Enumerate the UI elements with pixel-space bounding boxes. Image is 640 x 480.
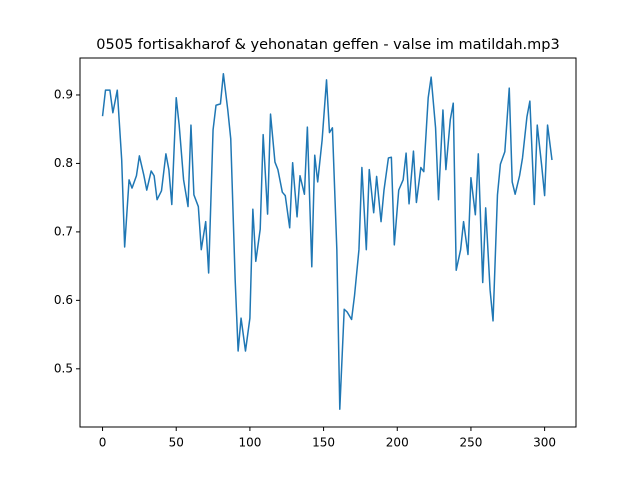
y-tick-label: 0.8: [54, 156, 73, 170]
y-tick-label: 0.9: [54, 87, 73, 101]
x-tick-label: 0: [99, 436, 107, 450]
chart-title: 0505 fortisakharof & yehonatan geffen - …: [96, 37, 559, 53]
x-tick-label: 50: [169, 436, 184, 450]
x-tick-label: 300: [533, 436, 556, 450]
x-tick-label: 150: [312, 436, 335, 450]
x-tick-label: 200: [386, 436, 409, 450]
x-tick-label: 100: [238, 436, 261, 450]
y-tick-label: 0.7: [54, 224, 73, 238]
line-series: [101, 72, 553, 410]
y-tick-label: 0.5: [54, 361, 73, 375]
x-tick-label: 250: [459, 436, 482, 450]
plot-frame: [79, 57, 577, 428]
y-tick-label: 0.6: [54, 293, 73, 307]
